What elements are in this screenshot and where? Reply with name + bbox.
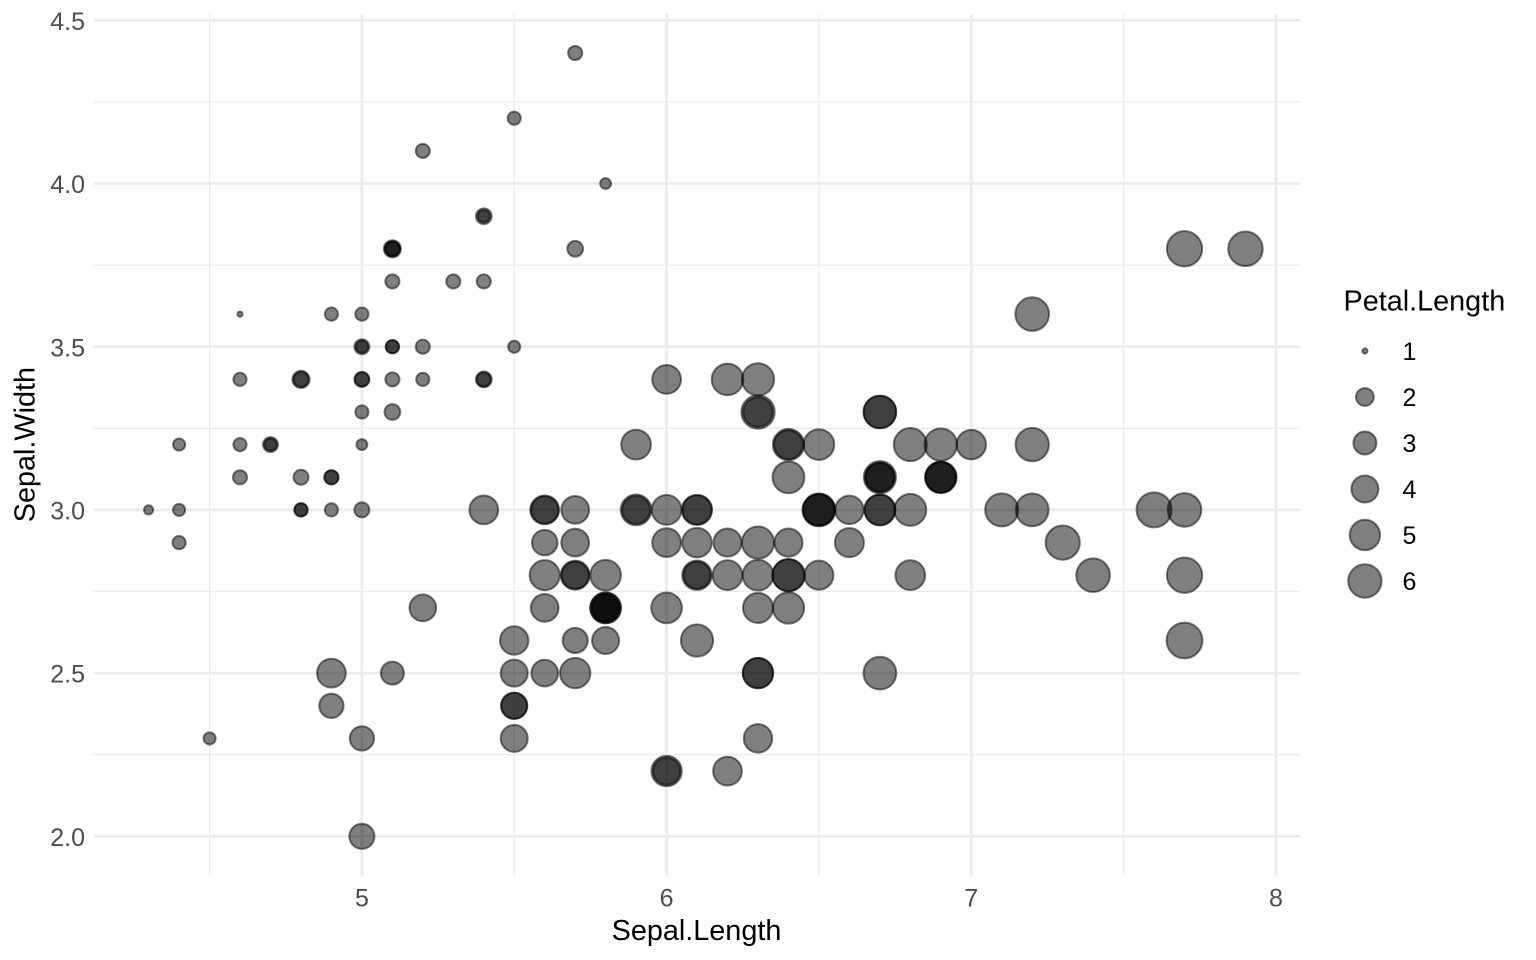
svg-text:1: 1	[1403, 338, 1417, 366]
svg-text:4.0: 4.0	[50, 171, 85, 199]
svg-text:2.0: 2.0	[50, 824, 85, 852]
svg-text:Petal.Length: Petal.Length	[1344, 286, 1506, 318]
svg-text:8: 8	[1269, 885, 1283, 913]
svg-text:2.5: 2.5	[50, 661, 85, 689]
svg-text:7: 7	[964, 885, 978, 913]
svg-text:4.5: 4.5	[50, 8, 85, 36]
svg-text:3: 3	[1403, 430, 1417, 458]
svg-text:5: 5	[355, 885, 369, 913]
svg-text:Sepal.Length: Sepal.Length	[612, 915, 782, 947]
svg-text:3.0: 3.0	[50, 498, 85, 526]
svg-text:4: 4	[1403, 476, 1417, 504]
svg-text:2: 2	[1403, 384, 1417, 412]
svg-text:6: 6	[660, 885, 674, 913]
svg-text:Sepal.Width: Sepal.Width	[10, 367, 42, 522]
svg-text:5: 5	[1403, 522, 1417, 550]
svg-text:3.5: 3.5	[50, 334, 85, 362]
svg-text:6: 6	[1403, 568, 1417, 596]
